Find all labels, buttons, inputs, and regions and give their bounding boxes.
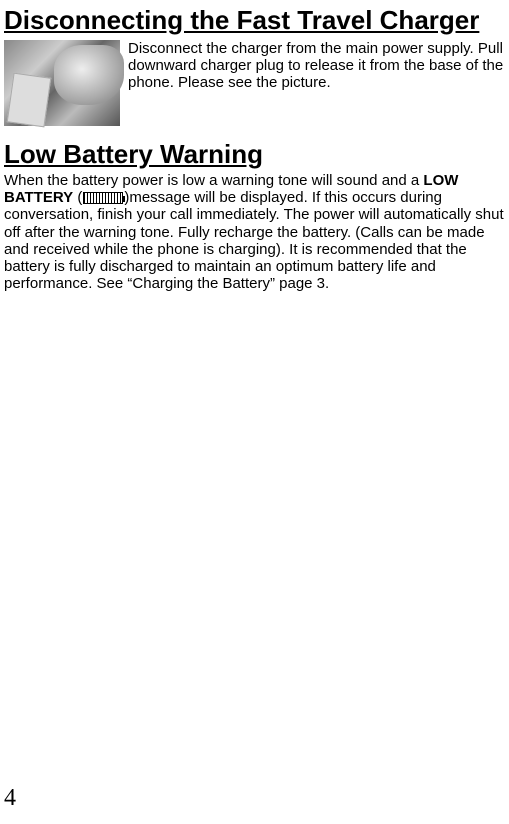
disconnecting-body: Disconnect the charger from the main pow…	[128, 40, 505, 92]
charger-photo	[4, 40, 120, 126]
section-low-battery: Low Battery Warning When the battery pow…	[4, 140, 505, 293]
paren-open: (	[73, 189, 82, 206]
page-number: 4	[4, 785, 16, 812]
section-disconnecting: Disconnect the charger from the main pow…	[4, 40, 505, 126]
heading-low-battery: Low Battery Warning	[4, 140, 505, 170]
heading-disconnecting: Disconnecting the Fast Travel Charger	[4, 6, 505, 36]
low-battery-body: When the battery power is low a warning …	[4, 172, 505, 293]
battery-icon	[83, 192, 123, 204]
body-pre: When the battery power is low a warning …	[4, 172, 423, 189]
